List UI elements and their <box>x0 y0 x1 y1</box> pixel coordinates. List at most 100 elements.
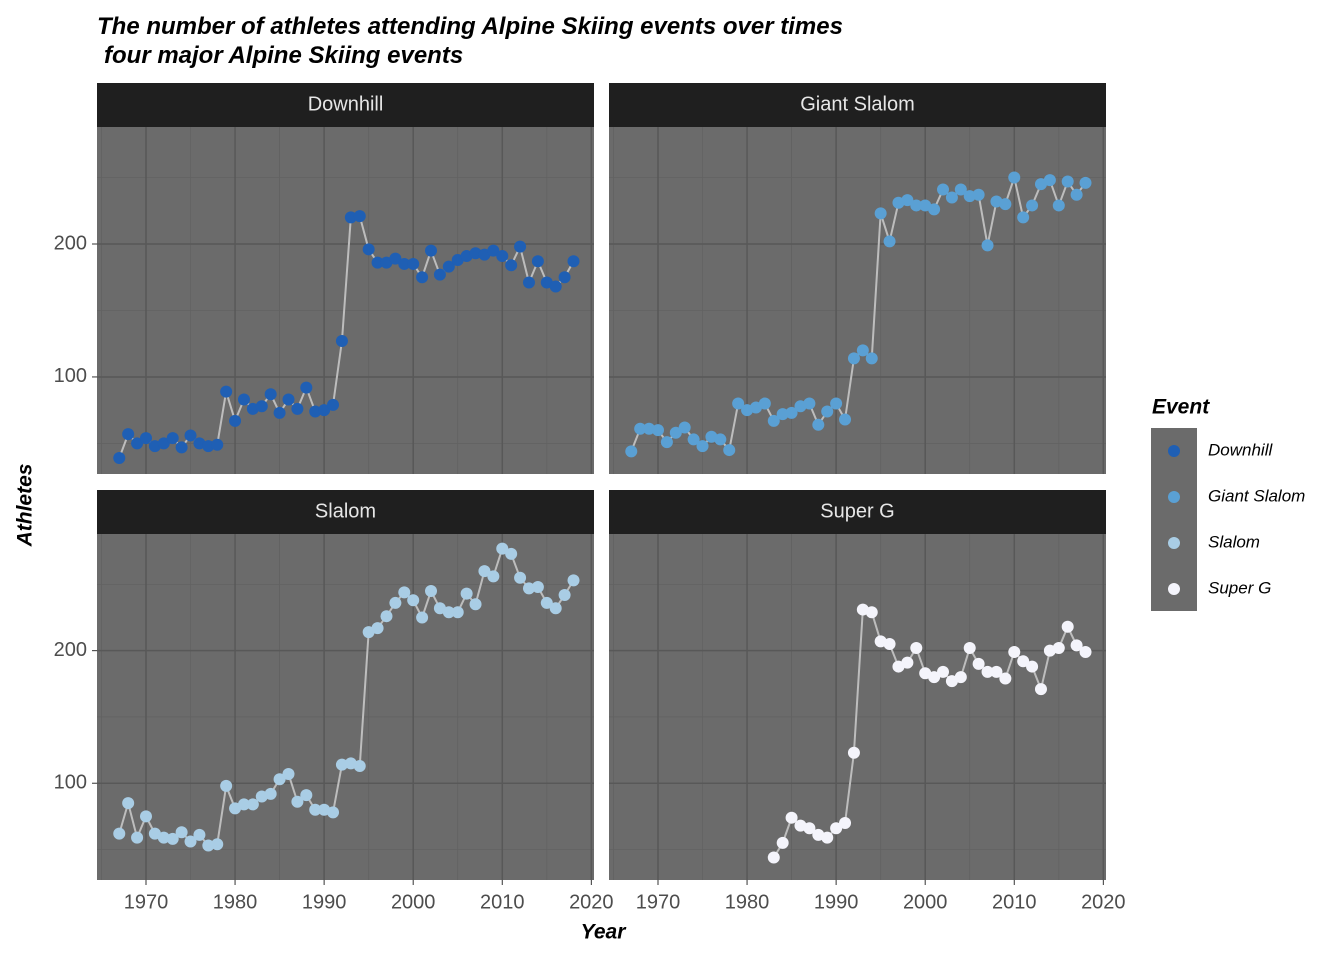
data-point <box>122 428 135 441</box>
data-point <box>1017 655 1030 668</box>
data-point <box>184 835 197 848</box>
legend-key <box>1168 491 1180 503</box>
data-point <box>999 672 1012 685</box>
data-point <box>954 183 967 196</box>
legend-label: Slalom <box>1208 532 1260 551</box>
data-point <box>282 393 295 406</box>
data-point <box>273 406 286 419</box>
data-point <box>999 198 1012 211</box>
data-point <box>514 571 527 584</box>
data-point <box>776 408 789 421</box>
data-point <box>634 422 647 435</box>
data-point <box>175 441 188 454</box>
legend-key <box>1168 537 1180 549</box>
data-point <box>505 259 518 272</box>
data-point <box>625 445 638 458</box>
legend-label: Super G <box>1208 578 1271 597</box>
data-point <box>327 806 340 819</box>
data-point <box>1008 645 1021 658</box>
data-point <box>398 586 411 599</box>
data-point <box>531 581 544 594</box>
data-point <box>300 381 313 394</box>
data-point <box>874 207 887 220</box>
data-point <box>785 406 798 419</box>
data-point <box>972 188 985 201</box>
data-point <box>990 665 1003 678</box>
data-point <box>981 239 994 252</box>
chart-subtitle: four major Alpine Skiing events <box>104 42 463 69</box>
data-point <box>425 244 438 257</box>
data-point <box>865 352 878 365</box>
data-point <box>416 271 429 284</box>
data-point <box>282 767 295 780</box>
strip-background <box>609 83 1106 127</box>
data-point <box>1070 188 1083 201</box>
data-point <box>660 436 673 449</box>
data-point <box>246 798 259 811</box>
data-point <box>901 194 914 207</box>
data-point <box>113 827 126 840</box>
x-tick-label: 1970 <box>636 891 681 913</box>
data-point <box>758 397 771 410</box>
y-tick-label: 200 <box>54 639 87 661</box>
data-point <box>291 402 304 415</box>
data-point <box>469 247 482 260</box>
data-point <box>300 789 313 802</box>
data-point <box>821 831 834 844</box>
data-point <box>1061 620 1074 633</box>
data-point <box>344 211 357 224</box>
data-point <box>1017 211 1030 224</box>
x-tick-label: 1980 <box>725 891 770 913</box>
data-point <box>131 437 144 450</box>
data-point <box>460 587 473 600</box>
strip-label: Slalom <box>315 500 376 522</box>
data-point <box>229 414 242 427</box>
data-point <box>184 429 197 442</box>
data-point <box>416 611 429 624</box>
data-point <box>830 397 843 410</box>
data-point <box>669 426 682 439</box>
data-point <box>540 596 553 609</box>
data-point <box>353 759 366 772</box>
legend-title: Event <box>1152 396 1210 419</box>
data-point <box>558 588 571 601</box>
data-point <box>723 444 736 457</box>
data-point <box>451 606 464 619</box>
data-point <box>131 831 144 844</box>
x-axis-title: Year <box>581 921 628 944</box>
x-tick-label: 1990 <box>302 891 347 913</box>
data-point <box>847 746 860 759</box>
data-point <box>371 256 384 269</box>
data-point <box>309 803 322 816</box>
data-point <box>651 424 664 437</box>
data-point <box>237 798 250 811</box>
x-tick-label: 2010 <box>992 891 1037 913</box>
data-point <box>469 598 482 611</box>
data-point <box>309 405 322 418</box>
data-point <box>442 260 455 273</box>
data-point <box>803 397 816 410</box>
data-point <box>487 570 500 583</box>
data-point <box>1079 645 1092 658</box>
data-point <box>963 642 976 655</box>
data-point <box>901 656 914 669</box>
data-point <box>910 199 923 212</box>
panel-background <box>97 534 594 880</box>
data-point <box>220 779 233 792</box>
data-point <box>643 422 656 435</box>
data-point <box>549 280 562 293</box>
data-point <box>558 271 571 284</box>
data-point <box>318 404 331 417</box>
chart-title: The number of athletes attending Alpine … <box>97 13 843 40</box>
legend-label: Giant Slalom <box>1208 486 1305 505</box>
y-tick-label: 200 <box>54 232 87 254</box>
data-point <box>910 642 923 655</box>
data-point <box>963 190 976 203</box>
data-point <box>139 810 152 823</box>
data-point <box>928 671 941 684</box>
data-point <box>264 388 277 401</box>
data-point <box>972 657 985 670</box>
data-point <box>767 851 780 864</box>
x-tick-label: 1980 <box>213 891 258 913</box>
data-point <box>522 582 535 595</box>
